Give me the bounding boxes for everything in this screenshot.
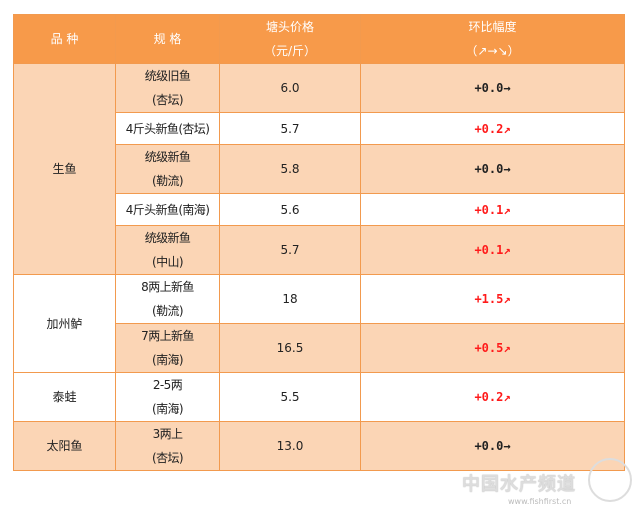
spec-location: (勒流)	[152, 304, 184, 318]
spec-name: 4斤头新鱼(南海)	[125, 202, 210, 217]
spec-cell: 4斤头新鱼(南海)	[115, 193, 220, 226]
spec-cell: 统级旧鱼 (杏坛)	[115, 63, 220, 113]
price-cell: 5.8	[219, 144, 361, 194]
table-row: 7两上新鱼 (南海) 16.5 +0.5↗	[14, 323, 625, 373]
change-cell: +0.0→	[360, 63, 625, 113]
spec-cell: 8两上新鱼 (勒流)	[115, 274, 220, 324]
species-cell: 太阳鱼	[13, 421, 116, 471]
table-row: 加州鲈 8两上新鱼 (勒流) 18 +1.5↗	[13, 274, 625, 373]
change-cell: +0.0→	[360, 421, 625, 471]
change-cell: +0.2↗	[360, 112, 625, 145]
spec-name: 4斤头新鱼(杏坛)	[125, 121, 210, 136]
spec-cell: 统级新鱼 (勒流)	[115, 144, 220, 194]
price-cell: 18	[219, 274, 361, 324]
header-species: 品 种	[13, 14, 116, 64]
change-title: 环比幅度	[468, 20, 517, 34]
spec-name: 8两上新鱼	[141, 280, 194, 294]
price-table: 品 种 规 格 塘头价格 （元/斤） 环比幅度 （↗→↘） 生鱼 统级旧鱼 (杏坛) 6.…	[13, 14, 625, 471]
spec-location: (南海)	[152, 402, 184, 416]
table-row: 4斤头新鱼(杏坛) 5.7 +0.2↗	[14, 112, 625, 145]
table-row: 泰蛙 2-5两 (南海) 5.5 +0.2↗	[13, 372, 625, 422]
spec-cell: 3两上 (杏坛)	[115, 421, 220, 471]
spec-cell: 统级新鱼 (中山)	[115, 225, 220, 275]
spec-location: (杏坛)	[152, 93, 184, 107]
change-cell: +0.1↗	[360, 193, 625, 226]
price-title: 塘头价格	[265, 20, 314, 34]
change-cell: +0.2↗	[360, 372, 625, 422]
spec-cell: 7两上新鱼 (南海)	[115, 323, 220, 373]
table-row: 统级新鱼 (中山) 5.7 +0.1↗	[14, 225, 625, 275]
table-row: 4斤头新鱼(南海) 5.6 +0.1↗	[14, 193, 625, 226]
spec-name: 7两上新鱼	[141, 329, 194, 343]
species-cell: 泰蛙	[13, 372, 116, 422]
change-cell: +1.5↗	[360, 274, 625, 324]
species-cell: 加州鲈	[13, 274, 116, 373]
header-change: 环比幅度 （↗→↘）	[360, 14, 625, 64]
change-cell: +0.5↗	[360, 323, 625, 373]
price-unit: （元/斤）	[263, 44, 317, 58]
table-row: 太阳鱼 3两上 (杏坛) 13.0 +0.0→	[13, 421, 625, 471]
spec-name: 3两上	[152, 427, 183, 441]
globe-logo-icon	[588, 458, 632, 502]
change-cell: +0.1↗	[360, 225, 625, 275]
price-cell: 5.7	[219, 225, 361, 275]
price-cell: 5.6	[219, 193, 361, 226]
price-cell: 13.0	[219, 421, 361, 471]
spec-location: (南海)	[152, 353, 184, 367]
spec-location: (勒流)	[152, 174, 184, 188]
watermark-url: www.fishfirst.cn	[508, 497, 572, 506]
spec-name: 统级新鱼	[144, 231, 191, 245]
price-cell: 16.5	[219, 323, 361, 373]
table-header: 品 种 规 格 塘头价格 （元/斤） 环比幅度 （↗→↘）	[13, 14, 625, 64]
price-cell: 6.0	[219, 63, 361, 113]
spec-cell: 4斤头新鱼(杏坛)	[115, 112, 220, 145]
watermark-logo: 中国水产频道	[462, 474, 576, 495]
price-cell: 5.5	[219, 372, 361, 422]
spec-name: 2-5两	[152, 378, 183, 392]
table-row: 生鱼 统级旧鱼 (杏坛) 6.0 +0.0→	[13, 63, 625, 275]
spec-name: 统级旧鱼	[144, 69, 191, 83]
spec-name: 统级新鱼	[144, 150, 191, 164]
species-cell: 生鱼	[13, 63, 116, 275]
spec-location: (中山)	[152, 255, 184, 269]
spec-cell: 2-5两 (南海)	[115, 372, 220, 422]
header-spec: 规 格	[115, 14, 220, 64]
change-legend: （↗→↘）	[465, 44, 520, 58]
header-price: 塘头价格 （元/斤）	[219, 14, 361, 64]
change-cell: +0.0→	[360, 144, 625, 194]
spec-location: (杏坛)	[152, 451, 184, 465]
price-cell: 5.7	[219, 112, 361, 145]
